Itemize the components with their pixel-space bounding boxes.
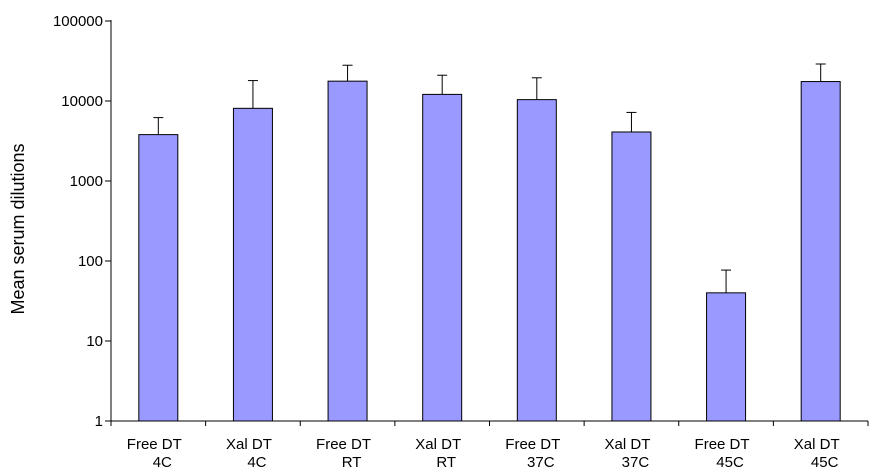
bar [516,99,557,422]
bar [327,80,368,422]
bar [232,107,273,422]
y-tick-label: 100000 [53,13,103,30]
category-label-line2: 37C [622,454,650,471]
y-tick-label: 100 [78,253,103,270]
error-bar [153,117,164,135]
y-tick-label: 1000 [70,173,103,190]
bar [706,292,747,422]
y-tick-label: 1 [95,413,103,430]
bar [800,81,841,422]
category-label-line1: Xal DT [794,436,840,453]
y-tick-label: 10000 [61,93,103,110]
category-label-line2: 4C [247,454,266,471]
bar [138,134,179,422]
error-bar [247,80,258,109]
category-label-line1: Xal DT [226,436,272,453]
category-label-line2: RT [436,454,456,471]
error-bar [342,64,353,82]
x-axis-ticks [110,421,869,426]
category-label-line2: RT [342,454,362,471]
category-label-line2: 4C [153,454,172,471]
bars [138,80,841,422]
category-label-line2: 45C [716,454,744,471]
category-label-line1: Xal DT [415,436,461,453]
error-bars [153,63,826,293]
bar [422,93,463,422]
y-axis-title: Mean serum dilutions [8,143,28,314]
bar [611,131,652,422]
category-label-line1: Free DT [316,436,371,453]
error-bar [721,269,732,293]
category-label-line2: 37C [527,454,555,471]
error-bar [531,77,542,100]
category-label-line2: 45C [811,454,839,471]
category-label-line1: Free DT [127,436,182,453]
error-bar [437,74,448,95]
category-label-line1: Xal DT [605,436,651,453]
category-label-line1: Free DT [695,436,750,453]
error-bar [815,63,826,82]
category-label-line1: Free DT [505,436,560,453]
y-tick-label: 10 [86,333,103,350]
error-bar [626,111,637,132]
y-axis-ticks: 1 10 100 1000 10000 100000 [53,13,111,430]
